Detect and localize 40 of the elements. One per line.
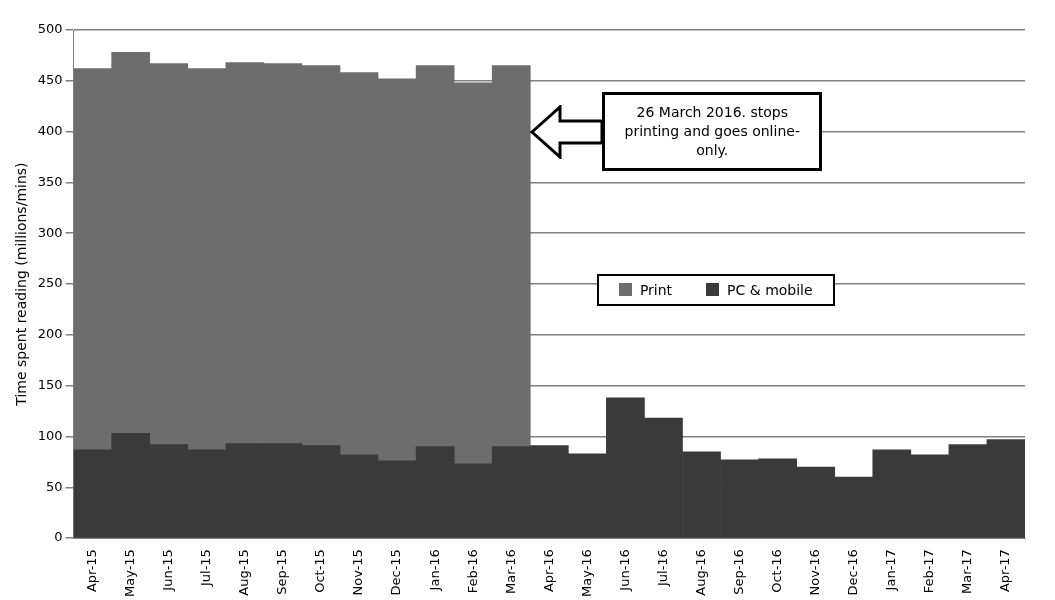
x-tick-label: Jan-17 (883, 549, 899, 592)
y-tick-label: 100 (37, 427, 63, 443)
x-tick-label: Oct-15 (312, 549, 328, 593)
x-tick-label: Jun-16 (616, 549, 632, 592)
x-tick-label: Dec-15 (388, 549, 404, 596)
x-tick-label: Apr-16 (540, 549, 556, 593)
y-tick-label: 300 (37, 224, 63, 240)
x-tick-label: Nov-16 (807, 549, 823, 596)
x-tick-label: Jan-16 (426, 549, 442, 592)
x-tick-label: Jul-16 (654, 549, 670, 588)
x-tick-label: Feb-17 (921, 549, 937, 594)
y-tick-label: 0 (54, 529, 63, 545)
x-tick-label: Mar-17 (959, 549, 975, 595)
x-tick-label: Mar-16 (502, 549, 518, 595)
y-tick-label: 350 (37, 173, 63, 189)
x-tick-label: Sep-16 (730, 549, 746, 595)
x-tick-label: Jul-15 (198, 549, 214, 588)
y-tick-label: 450 (37, 72, 63, 88)
x-tick-label: Apr-15 (84, 549, 100, 593)
y-tick-label: 200 (37, 326, 63, 342)
y-tick-label: 400 (37, 123, 63, 138)
x-tick-label: Apr-17 (997, 549, 1013, 593)
legend-label: PC & mobile (727, 281, 813, 298)
x-tick-label: Oct-16 (769, 549, 785, 593)
x-tick-label: Dec-16 (845, 549, 861, 596)
y-tick-label: 250 (37, 275, 63, 291)
x-tick-label: May-15 (122, 549, 138, 598)
y-tick-label: 50 (46, 478, 63, 494)
legend-label: Print (639, 281, 673, 298)
y-tick-label: 150 (37, 377, 63, 393)
y-tick-label: 500 (37, 21, 63, 37)
x-tick-label: Aug-15 (236, 549, 252, 596)
y-axis-title: Time spent reading (millions/mins) (13, 162, 30, 407)
x-tick-label: Aug-16 (692, 549, 708, 596)
x-tick-label: Nov-15 (350, 549, 366, 596)
annotation: 26 March 2016. stops printing and goes online-only. (602, 92, 823, 172)
x-tick-label: Jun-15 (160, 549, 176, 592)
x-tick-label: Feb-16 (464, 549, 480, 594)
x-tick-label: May-16 (578, 549, 594, 598)
x-tick-label: Sep-15 (274, 549, 290, 595)
